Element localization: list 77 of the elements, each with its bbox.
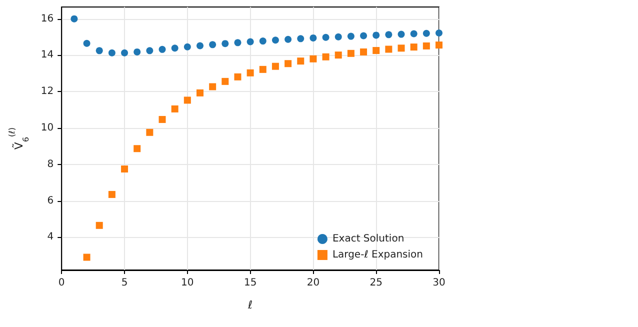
legend-label: Large-ℓ Expansion: [332, 250, 423, 260]
point: [184, 43, 191, 50]
point: [410, 30, 418, 38]
y-tick-label: 6: [47, 195, 54, 206]
point: [360, 32, 368, 40]
point: [246, 69, 254, 76]
point: [284, 60, 292, 68]
point: [310, 34, 317, 42]
point: [360, 48, 368, 56]
point: [83, 40, 90, 47]
point: [134, 145, 141, 152]
point: [222, 40, 229, 48]
point: [121, 165, 128, 172]
point: [209, 83, 216, 90]
point: [385, 46, 392, 53]
point: [134, 48, 141, 56]
point: [171, 44, 178, 52]
point: [372, 32, 380, 39]
point: [96, 47, 103, 54]
point: [347, 50, 354, 57]
point: [108, 190, 116, 198]
x-tick-label: 25: [370, 278, 382, 288]
y-tick-label: 8: [47, 158, 54, 170]
point: [385, 31, 392, 38]
point: [310, 55, 317, 62]
point: [259, 66, 266, 73]
point: [196, 42, 204, 50]
x-axis-title: ℓ: [247, 298, 253, 312]
x-tick-label: 10: [181, 278, 194, 288]
point: [70, 15, 78, 22]
point: [158, 46, 166, 53]
point: [184, 96, 191, 104]
point: [372, 47, 380, 54]
point: [171, 105, 178, 112]
point: [196, 89, 204, 96]
point: [422, 30, 430, 37]
y-tick-label: 4: [47, 232, 54, 243]
x-tick-label: 20: [306, 278, 320, 288]
x-tick-label: 15: [244, 278, 257, 288]
y-tick-label: 10: [40, 122, 54, 134]
point: [83, 254, 90, 261]
point: [272, 36, 279, 44]
point: [334, 52, 342, 59]
point: [121, 49, 128, 56]
y-tick-label: 12: [40, 86, 54, 98]
y-axis-title: Ṽ6(ℓ): [8, 127, 30, 150]
point: [410, 44, 418, 51]
point: [234, 73, 242, 80]
point: [347, 32, 354, 40]
point: [108, 49, 116, 56]
point: [234, 39, 242, 46]
point: [422, 42, 430, 50]
point: [146, 47, 154, 54]
point: [436, 42, 442, 49]
y-tick-label: 16: [40, 13, 54, 24]
point: [272, 62, 279, 70]
point: [322, 34, 330, 41]
point: [209, 41, 216, 48]
point: [398, 30, 405, 38]
point: [297, 35, 304, 42]
point: [334, 33, 342, 40]
point: [322, 53, 330, 60]
point: [96, 222, 103, 229]
point: [146, 128, 154, 136]
point: [398, 44, 405, 52]
x-tick-label: 0: [58, 278, 65, 288]
x-tick-label: 5: [121, 278, 128, 288]
point: [222, 78, 229, 85]
legend-label: Exact Solution: [332, 234, 404, 244]
point: [158, 116, 166, 123]
x-tick-label: 30: [432, 278, 446, 288]
point: [246, 38, 254, 46]
point: [284, 36, 292, 43]
point: [436, 30, 442, 37]
point: [297, 58, 304, 65]
y-tick-label: 14: [40, 50, 54, 61]
point: [259, 38, 266, 45]
